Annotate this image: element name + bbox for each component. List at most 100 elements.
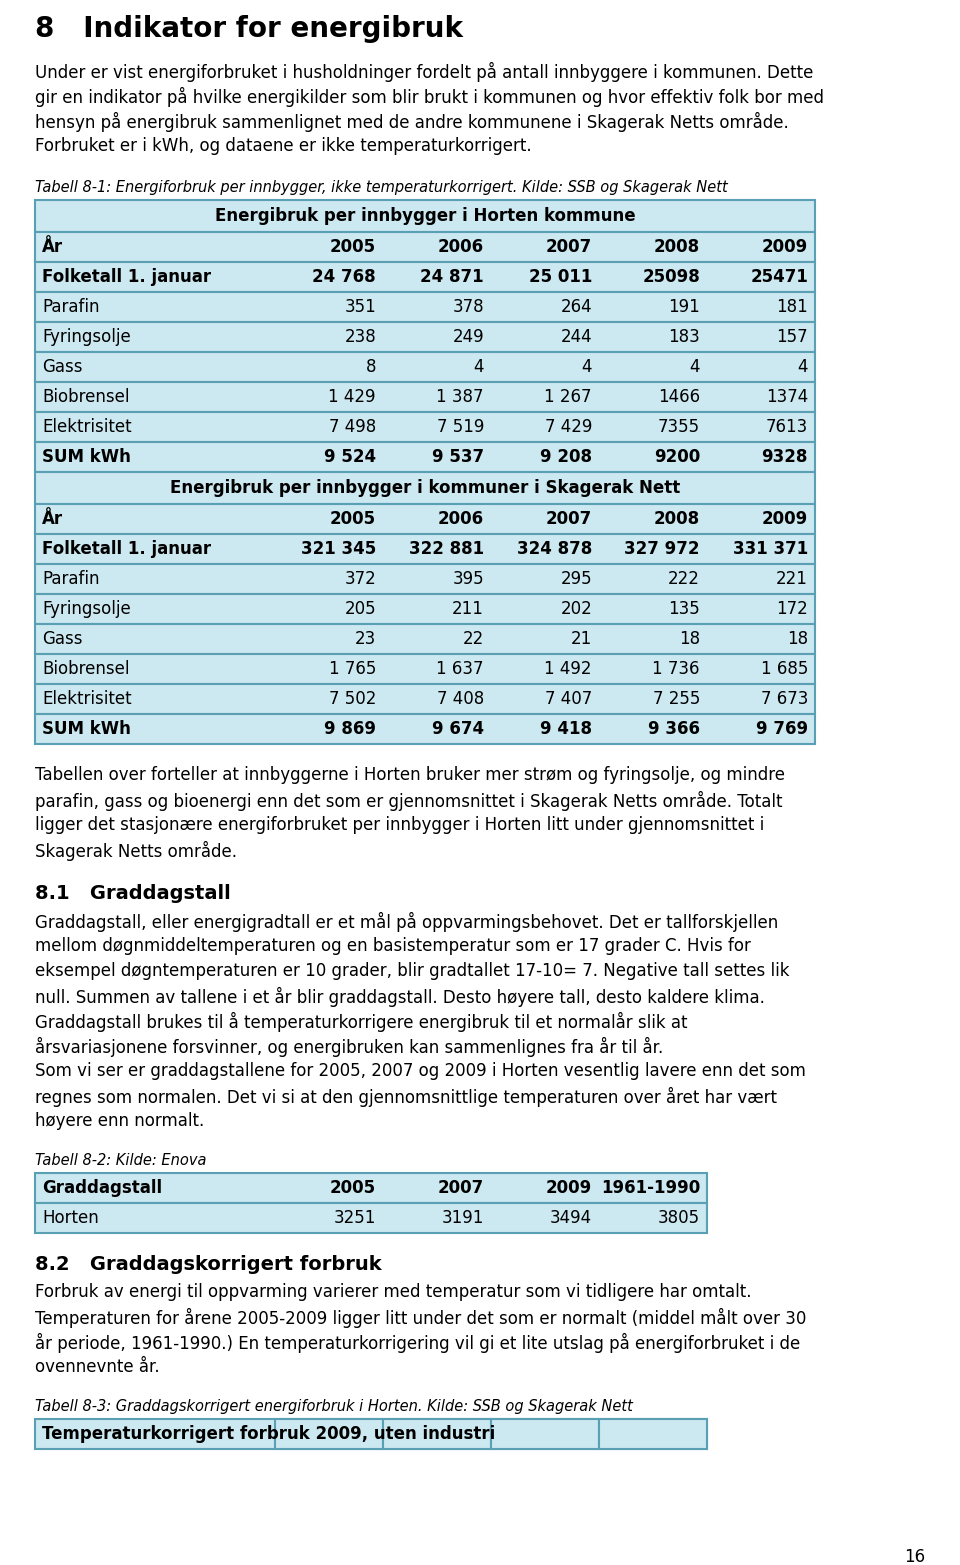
Text: Tabell 8-2: Kilde: Enova: Tabell 8-2: Kilde: Enova (35, 1153, 206, 1167)
Text: 7 255: 7 255 (653, 690, 700, 707)
Text: årsvariasjonene forsvinner, og energibruken kan sammenlignes fra år til år.: årsvariasjonene forsvinner, og energibru… (35, 1038, 663, 1056)
Text: 205: 205 (345, 599, 376, 618)
Text: 18: 18 (679, 631, 700, 648)
Text: parafin, gass og bioenergi enn det som er gjennomsnittet i Skagerak Netts område: parafin, gass og bioenergi enn det som e… (35, 790, 782, 811)
Bar (35, 1203, 707, 1233)
Text: 3494: 3494 (550, 1210, 592, 1227)
Bar (35, 534, 815, 563)
Text: 351: 351 (345, 297, 376, 316)
Text: 1 736: 1 736 (653, 660, 700, 678)
Text: Graddagstall, eller energigradtall er et mål på oppvarmingsbehovet. Det er tallf: Graddagstall, eller energigradtall er et… (35, 912, 779, 933)
Text: 9 537: 9 537 (432, 448, 484, 466)
Text: 8: 8 (366, 358, 376, 376)
Text: Tabell 8-3: Graddagskorrigert energiforbruk i Horten. Kilde: SSB og Skagerak Net: Tabell 8-3: Graddagskorrigert energiforb… (35, 1399, 633, 1415)
Text: 1 429: 1 429 (328, 388, 376, 405)
Text: 8.2   Graddagskorrigert forbruk: 8.2 Graddagskorrigert forbruk (35, 1255, 382, 1274)
Text: 4: 4 (582, 358, 592, 376)
Text: Under er vist energiforbruket i husholdninger fordelt på antall innbyggere i kom: Under er vist energiforbruket i husholdn… (35, 63, 813, 81)
Bar (35, 412, 815, 441)
Text: 8   Indikator for energibruk: 8 Indikator for energibruk (35, 16, 463, 42)
Bar (35, 595, 815, 624)
Text: høyere enn normalt.: høyere enn normalt. (35, 1113, 204, 1130)
Text: 222: 222 (668, 570, 700, 588)
Text: 7355: 7355 (658, 418, 700, 437)
Text: Elektrisitet: Elektrisitet (42, 690, 132, 707)
Text: Forbruket er i kWh, og dataene er ikke temperaturkorrigert.: Forbruket er i kWh, og dataene er ikke t… (35, 138, 532, 155)
Text: 9 418: 9 418 (540, 720, 592, 739)
Text: 2008: 2008 (654, 238, 700, 257)
Text: Skagerak Netts område.: Skagerak Netts område. (35, 840, 237, 861)
Text: 2005: 2005 (330, 1178, 376, 1197)
Text: 1 637: 1 637 (437, 660, 484, 678)
Text: 25098: 25098 (642, 268, 700, 286)
Text: Temperaturkorrigert forbruk 2009, uten industri: Temperaturkorrigert forbruk 2009, uten i… (42, 1426, 495, 1443)
Text: 378: 378 (452, 297, 484, 316)
Text: 7 498: 7 498 (328, 418, 376, 437)
Bar (35, 1174, 707, 1203)
Text: Energibruk per innbygger i Horten kommune: Energibruk per innbygger i Horten kommun… (215, 207, 636, 225)
Text: 7 429: 7 429 (544, 418, 592, 437)
Text: 22: 22 (463, 631, 484, 648)
Bar (35, 261, 815, 293)
Text: 211: 211 (452, 599, 484, 618)
Text: Tabell 8-1: Energiforbruk per innbygger, ikke temperaturkorrigert. Kilde: SSB og: Tabell 8-1: Energiforbruk per innbygger,… (35, 180, 728, 196)
Text: 1374: 1374 (766, 388, 808, 405)
Text: 23: 23 (355, 631, 376, 648)
Text: 25 011: 25 011 (529, 268, 592, 286)
Text: Horten: Horten (42, 1210, 99, 1227)
Text: 181: 181 (777, 297, 808, 316)
Text: 1 492: 1 492 (544, 660, 592, 678)
Text: 372: 372 (345, 570, 376, 588)
Text: 3805: 3805 (658, 1210, 700, 1227)
Text: 264: 264 (561, 297, 592, 316)
Text: 1 765: 1 765 (328, 660, 376, 678)
Text: 3191: 3191 (442, 1210, 484, 1227)
Text: 2008: 2008 (654, 510, 700, 527)
Text: Biobrensel: Biobrensel (42, 660, 130, 678)
Text: 7 519: 7 519 (437, 418, 484, 437)
Text: 9 524: 9 524 (324, 448, 376, 466)
Text: 1 685: 1 685 (760, 660, 808, 678)
Text: 324 878: 324 878 (516, 540, 592, 559)
Text: 327 972: 327 972 (625, 540, 700, 559)
Text: 295: 295 (561, 570, 592, 588)
Bar (35, 293, 815, 322)
Text: Graddagstall brukes til å temperaturkorrigere energibruk til et normalår slik at: Graddagstall brukes til å temperaturkorr… (35, 1013, 687, 1031)
Text: 2005: 2005 (330, 238, 376, 257)
Text: SUM kWh: SUM kWh (42, 720, 131, 739)
Text: 2007: 2007 (438, 1178, 484, 1197)
Bar (35, 352, 815, 382)
Bar (35, 504, 815, 534)
Text: År: År (42, 510, 63, 527)
Text: Som vi ser er graddagstallene for 2005, 2007 og 2009 i Horten vesentlig lavere e: Som vi ser er graddagstallene for 2005, … (35, 1063, 805, 1080)
Text: 8.1   Graddagstall: 8.1 Graddagstall (35, 884, 230, 903)
Text: mellom døgnmiddeltemperaturen og en basistemperatur som er 17 grader C. Hvis for: mellom døgnmiddeltemperaturen og en basi… (35, 937, 751, 955)
Text: 395: 395 (452, 570, 484, 588)
Text: 2005: 2005 (330, 510, 376, 527)
Text: 16: 16 (904, 1548, 925, 1565)
Text: 2007: 2007 (545, 238, 592, 257)
Text: 4: 4 (798, 358, 808, 376)
Text: 249: 249 (452, 329, 484, 346)
Text: Biobrensel: Biobrensel (42, 388, 130, 405)
Text: 1 387: 1 387 (437, 388, 484, 405)
Text: 191: 191 (668, 297, 700, 316)
Text: 331 371: 331 371 (732, 540, 808, 559)
Bar (383, 1419, 491, 1449)
Text: hensyn på energibruk sammenlignet med de andre kommunene i Skagerak Netts område: hensyn på energibruk sammenlignet med de… (35, 113, 789, 131)
Text: 9 769: 9 769 (756, 720, 808, 739)
Bar (35, 200, 815, 232)
Text: Parafin: Parafin (42, 570, 100, 588)
Text: 4: 4 (689, 358, 700, 376)
Text: år periode, 1961-1990.) En temperaturkorrigering vil gi et lite utslag på energi: år periode, 1961-1990.) En temperaturkor… (35, 1333, 801, 1354)
Text: Temperaturen for årene 2005-2009 ligger litt under det som er normalt (middel må: Temperaturen for årene 2005-2009 ligger … (35, 1308, 806, 1329)
Text: 9 366: 9 366 (648, 720, 700, 739)
Bar (35, 473, 815, 504)
Text: 24 768: 24 768 (312, 268, 376, 286)
Text: Folketall 1. januar: Folketall 1. januar (42, 268, 211, 286)
Text: 321 345: 321 345 (300, 540, 376, 559)
Text: 157: 157 (777, 329, 808, 346)
Text: 1 267: 1 267 (544, 388, 592, 405)
Text: Fyringsolje: Fyringsolje (42, 599, 131, 618)
Text: gir en indikator på hvilke energikilder som blir brukt i kommunen og hvor effekt: gir en indikator på hvilke energikilder … (35, 88, 824, 106)
